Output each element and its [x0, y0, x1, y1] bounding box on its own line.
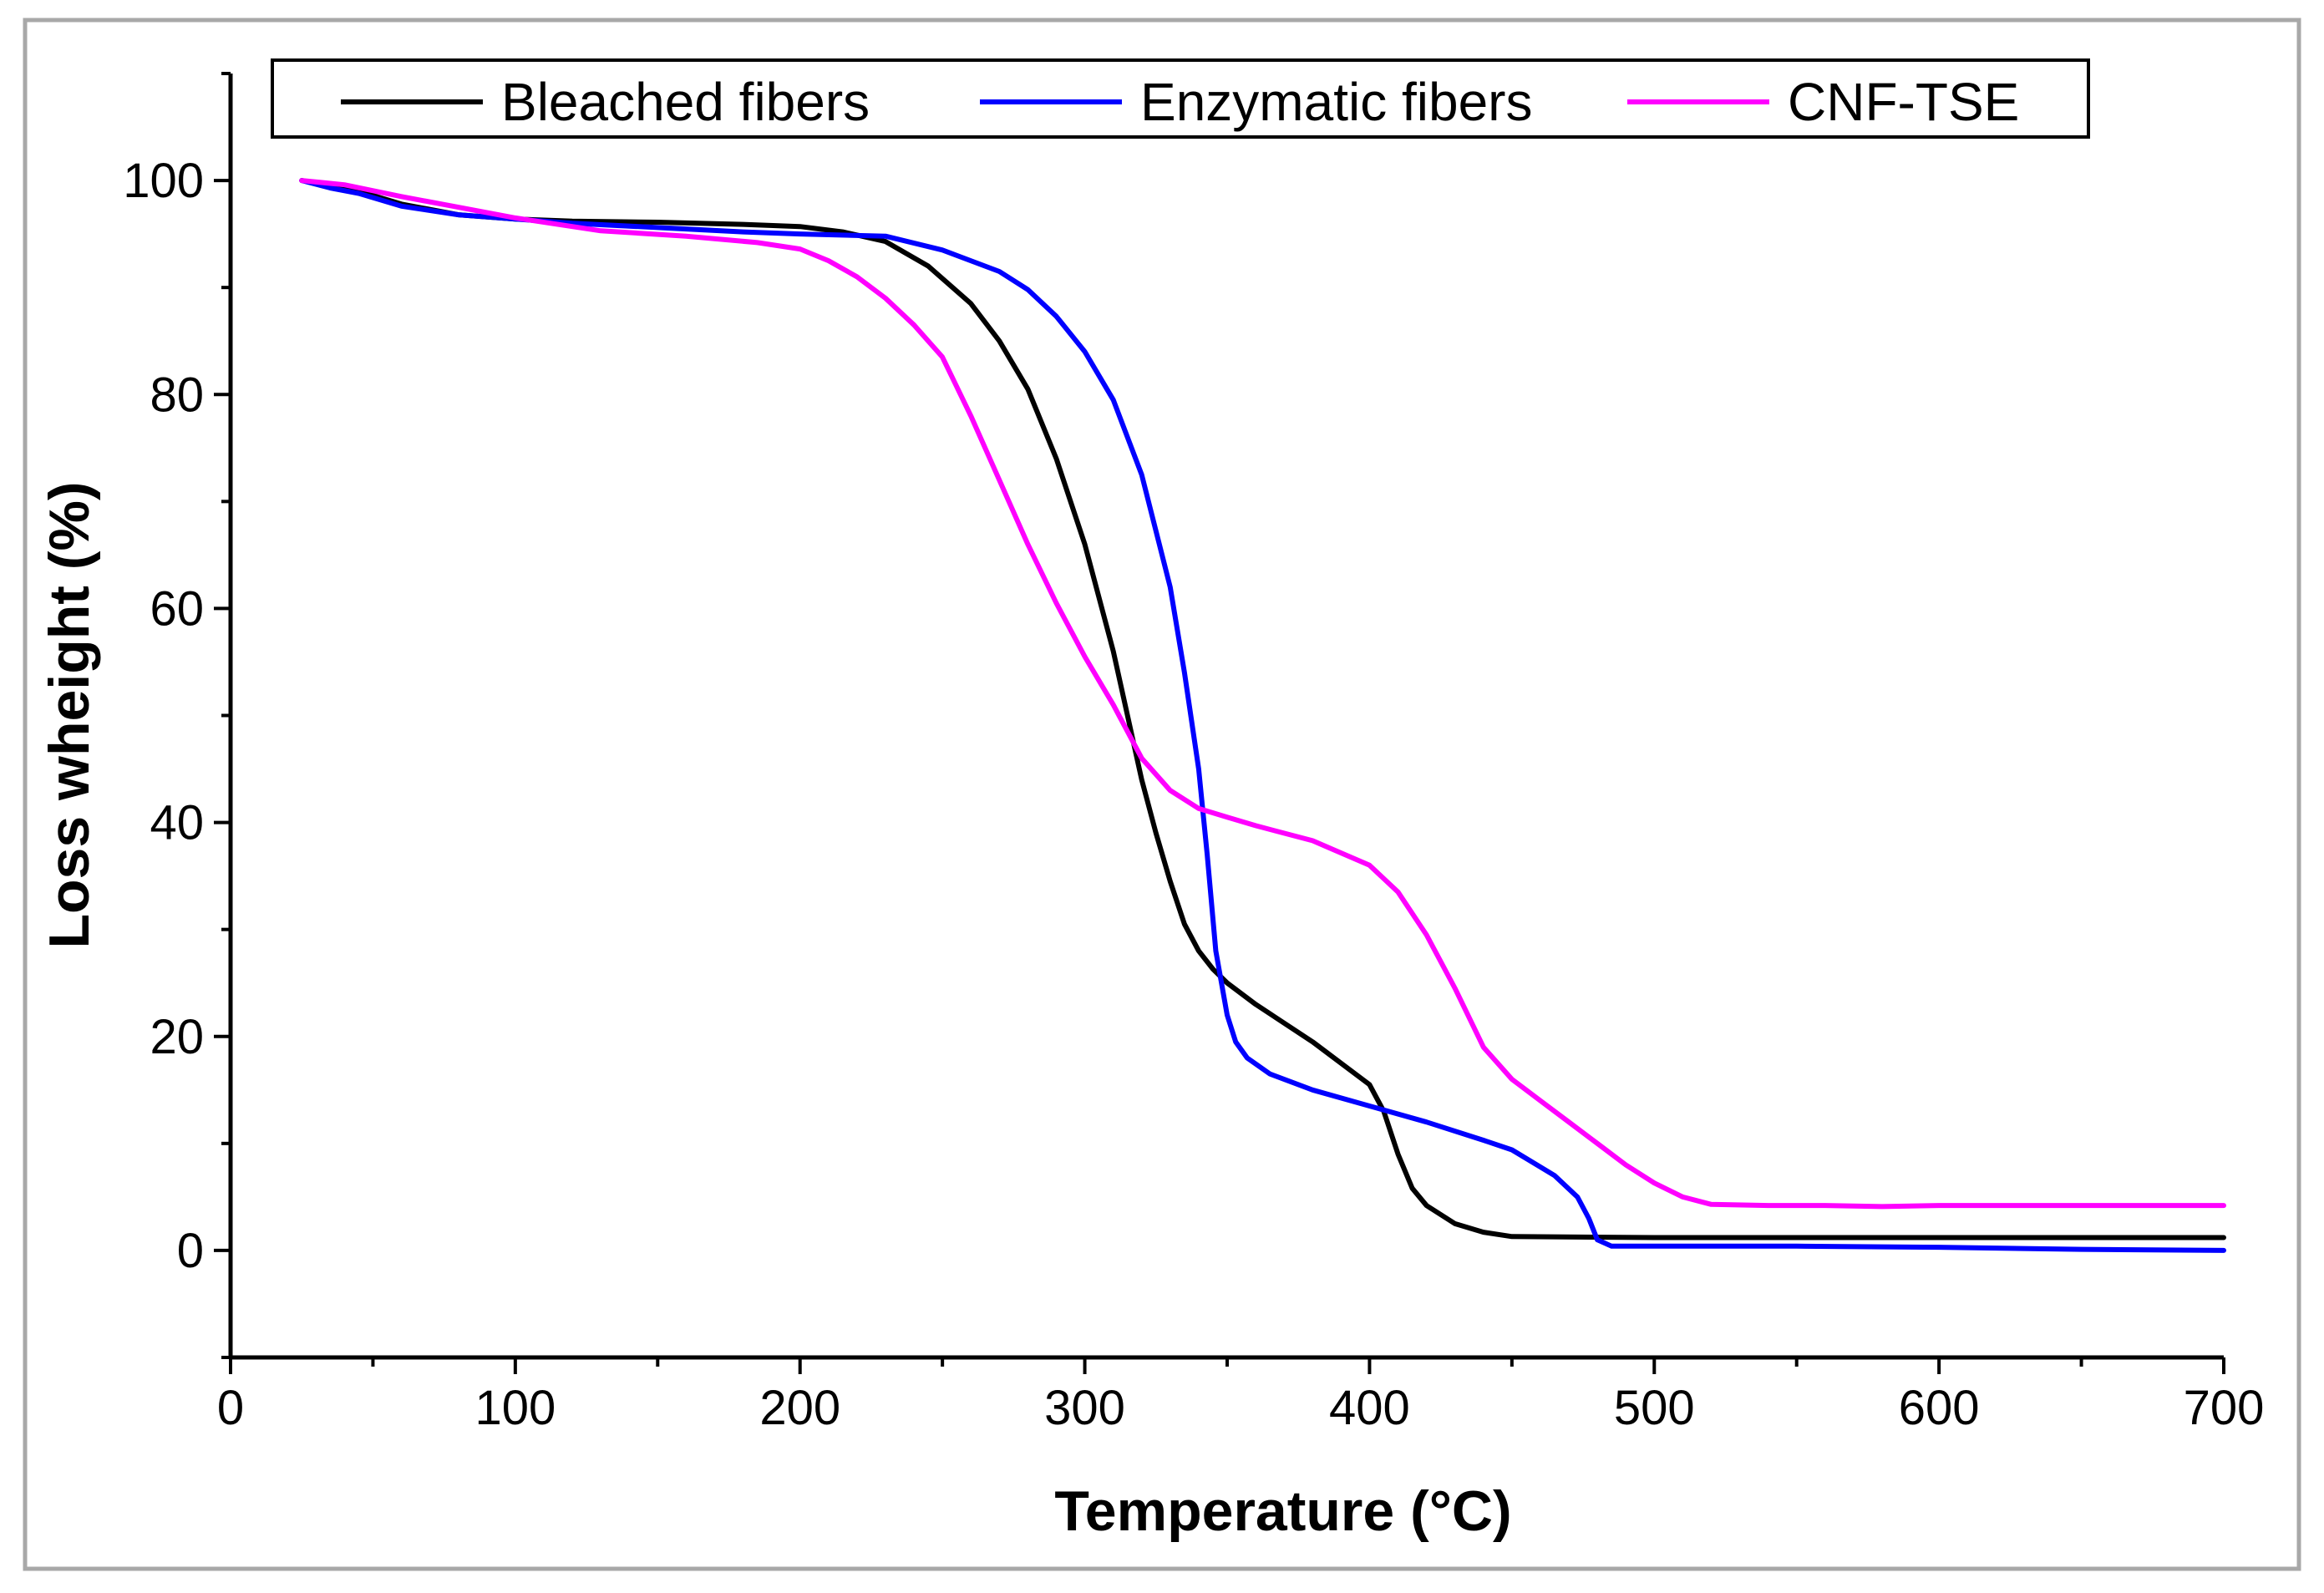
- legend-label-bleached: Bleached fibers: [501, 72, 870, 132]
- x-tick-label: 500: [1614, 1381, 1695, 1435]
- legend-label-cnf: CNF-TSE: [1788, 72, 2019, 132]
- x-tick-label: 100: [474, 1381, 556, 1435]
- y-tick-label: 20: [150, 1010, 204, 1064]
- x-tick-label: 200: [759, 1381, 840, 1435]
- y-tick-label: 0: [177, 1224, 204, 1278]
- legend-box: [271, 58, 2090, 139]
- legend: Bleached fibers Enzymatic fibers CNF-TSE: [271, 58, 2090, 139]
- series-line-bleached-fibers: [299, 178, 2226, 1240]
- y-axis-title: Loss wheight (%): [38, 481, 101, 948]
- legend-label-enzymatic: Enzymatic fibers: [1140, 72, 1532, 132]
- x-tick-label: 400: [1329, 1381, 1410, 1435]
- x-axis-title: Temperature (°C): [1054, 1479, 1511, 1543]
- figure-border: [23, 18, 2301, 1571]
- x-tick-label: 700: [2184, 1381, 2265, 1435]
- x-tick-label: 300: [1044, 1381, 1125, 1435]
- y-tick-label: 100: [123, 154, 204, 208]
- y-tick-label: 60: [150, 581, 204, 636]
- y-tick-label: 40: [150, 796, 204, 850]
- x-tick-label: 600: [1899, 1381, 1980, 1435]
- ticks-layer: 0 100 200 300 400 500 600 700 0 20 40 60 80 100: [123, 72, 2265, 1435]
- y-tick-label: 80: [150, 368, 204, 422]
- series-layer: [299, 178, 2226, 1253]
- x-tick-label: 0: [217, 1381, 244, 1435]
- series-line-cnf-tse: [299, 178, 2226, 1210]
